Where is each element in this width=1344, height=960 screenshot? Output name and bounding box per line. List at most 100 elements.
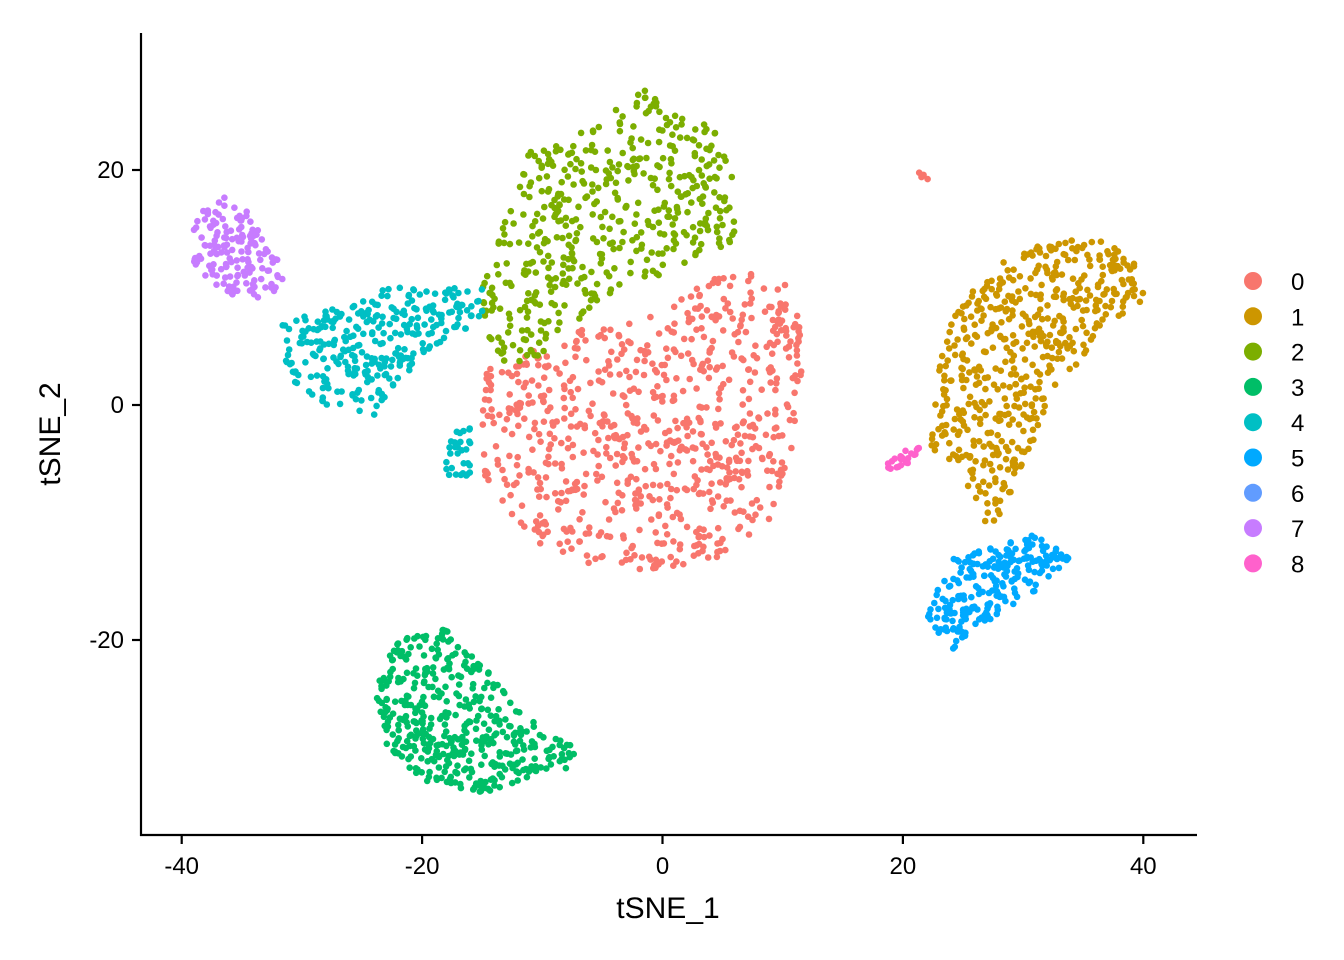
point-cluster-1	[971, 321, 978, 329]
point-cluster-0	[650, 412, 658, 419]
point-cluster-4	[378, 292, 385, 300]
point-cluster-5	[984, 563, 992, 570]
point-cluster-1	[1051, 317, 1058, 325]
point-cluster-0	[582, 337, 589, 344]
point-cluster-0	[601, 366, 609, 374]
point-cluster-0	[619, 452, 627, 460]
point-cluster-2	[702, 215, 710, 222]
point-cluster-0	[669, 438, 676, 446]
point-cluster-2	[527, 148, 535, 156]
point-cluster-3	[439, 740, 446, 748]
point-cluster-1	[951, 342, 958, 349]
point-cluster-1	[988, 443, 996, 450]
point-cluster-4	[358, 349, 366, 356]
point-cluster-3	[495, 762, 503, 769]
point-cluster-3	[462, 658, 469, 666]
point-cluster-0	[607, 423, 615, 430]
point-cluster-4	[288, 359, 295, 367]
point-cluster-0	[540, 531, 547, 539]
point-cluster-2	[653, 270, 660, 277]
point-cluster-2	[665, 207, 673, 214]
point-cluster-2	[559, 234, 566, 242]
point-cluster-0	[487, 386, 494, 394]
point-cluster-3	[477, 787, 485, 795]
point-cluster-1	[1011, 460, 1019, 468]
point-cluster-0	[505, 369, 512, 377]
point-cluster-4	[414, 314, 422, 322]
point-cluster-7	[915, 444, 923, 452]
point-cluster-0	[595, 462, 602, 470]
point-cluster-6	[223, 249, 231, 256]
point-cluster-0	[581, 424, 589, 432]
point-cluster-3	[399, 743, 407, 751]
point-cluster-2	[495, 238, 503, 245]
point-cluster-0	[703, 404, 710, 411]
point-cluster-0	[753, 354, 761, 362]
point-cluster-1	[936, 363, 944, 370]
point-cluster-0	[594, 477, 601, 484]
point-cluster-4	[301, 313, 308, 321]
point-cluster-0	[753, 496, 761, 504]
point-cluster-2	[600, 235, 607, 242]
point-cluster-4	[338, 388, 345, 395]
point-cluster-0	[613, 450, 621, 458]
point-cluster-6	[249, 226, 256, 234]
point-cluster-3	[537, 764, 545, 771]
point-cluster-4	[335, 360, 342, 368]
point-cluster-1	[1083, 329, 1090, 337]
point-cluster-2	[554, 326, 561, 334]
point-cluster-4	[359, 298, 367, 305]
point-cluster-0	[540, 374, 548, 382]
point-cluster-1	[1049, 354, 1056, 362]
point-cluster-0	[657, 447, 664, 455]
point-cluster-5	[1028, 532, 1036, 540]
point-cluster-0	[499, 497, 506, 504]
point-cluster-0	[778, 317, 786, 325]
point-cluster-0	[673, 375, 680, 382]
point-cluster-1	[975, 297, 982, 305]
point-cluster-0	[793, 352, 801, 359]
point-cluster-0	[731, 331, 738, 338]
point-cluster-0	[600, 411, 608, 418]
point-cluster-0	[715, 405, 722, 413]
x-tick-label: -40	[164, 853, 199, 880]
point-cluster-0	[730, 353, 738, 360]
point-cluster-1	[1003, 344, 1010, 352]
point-cluster-1	[1005, 315, 1013, 323]
point-cluster-2	[551, 196, 558, 204]
point-cluster-4	[360, 313, 367, 320]
point-cluster-3	[398, 676, 405, 683]
point-cluster-4b	[460, 460, 468, 467]
point-cluster-1	[997, 367, 1005, 375]
point-cluster-5	[995, 551, 1002, 559]
point-cluster-3	[562, 764, 570, 772]
point-cluster-2	[495, 334, 502, 342]
point-cluster-5	[1011, 585, 1018, 592]
point-cluster-2	[711, 173, 719, 181]
point-cluster-5	[993, 610, 1001, 618]
point-cluster-1	[1079, 322, 1087, 330]
point-cluster-1	[989, 451, 997, 459]
point-cluster-0	[664, 354, 672, 362]
legend-label: 6	[1291, 481, 1304, 508]
point-cluster-2	[720, 153, 728, 160]
point-cluster-4	[455, 314, 462, 322]
point-cluster-2	[543, 173, 551, 180]
point-cluster-3	[468, 653, 476, 660]
point-cluster-3	[487, 776, 495, 783]
point-cluster-0	[600, 326, 608, 333]
point-cluster-3	[488, 760, 495, 768]
point-cluster-0	[627, 556, 634, 563]
point-cluster-0	[697, 418, 704, 426]
point-cluster-1	[1096, 252, 1103, 259]
point-cluster-0	[652, 529, 659, 536]
point-cluster-4	[324, 365, 331, 372]
point-cluster-0	[595, 532, 603, 539]
point-cluster-0	[567, 423, 575, 430]
point-cluster-5	[1043, 543, 1050, 550]
point-cluster-6	[243, 280, 250, 287]
point-cluster-3	[472, 693, 479, 700]
point-cluster-6	[219, 215, 227, 223]
point-cluster-3	[412, 747, 419, 754]
point-cluster-1	[955, 456, 962, 464]
